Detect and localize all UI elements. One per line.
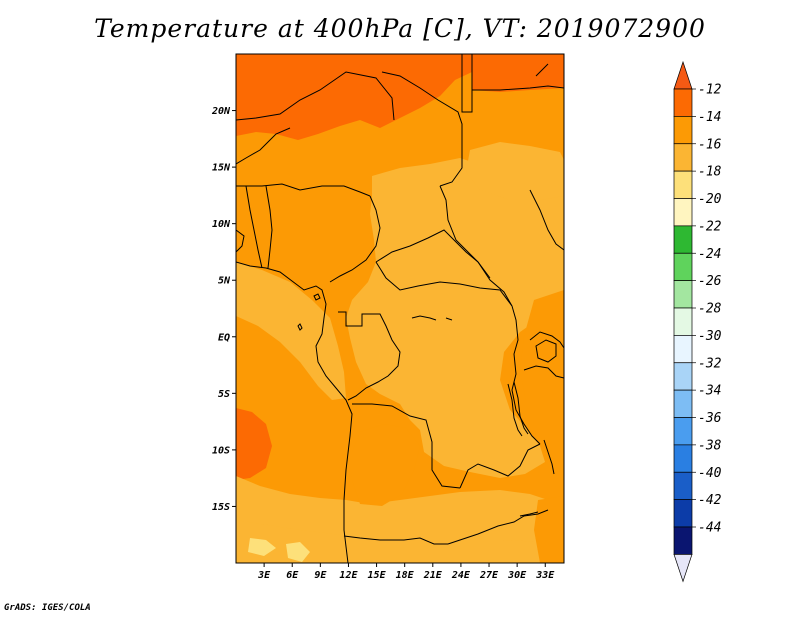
border-car-south bbox=[375, 261, 513, 307]
border-drc-angola bbox=[352, 403, 461, 489]
kariba-feature bbox=[519, 511, 539, 517]
shade-warm-northeast bbox=[472, 54, 564, 92]
lat-tick-label: 15N bbox=[212, 163, 231, 174]
shade-cool-farsouth bbox=[236, 520, 548, 563]
shade-cold-pocket-2 bbox=[286, 542, 310, 562]
lat-tick-label: 10N bbox=[212, 219, 231, 230]
border-car-north bbox=[375, 229, 513, 307]
grads-credit: GrADS: IGES/COLA bbox=[4, 603, 91, 613]
border-niger-chad bbox=[381, 71, 463, 187]
lon-tick-label: 3E bbox=[257, 570, 271, 581]
temperature-shading bbox=[236, 54, 564, 563]
lon-tick-label: 6E bbox=[286, 570, 299, 581]
border-east-3 bbox=[523, 365, 564, 379]
lon-tick-label: 21E bbox=[423, 570, 443, 581]
longitude-axis: 3E 6E 9E 12E 15E 18E 21E 24E 27E 30E 33E bbox=[257, 563, 555, 581]
lat-tick-label: 10S bbox=[212, 445, 230, 456]
shade-cool-northeast bbox=[466, 142, 564, 200]
lat-tick-label: 15S bbox=[212, 502, 230, 513]
border-drc-zambia bbox=[459, 443, 541, 489]
map-frame bbox=[235, 53, 565, 564]
lat-tick-label: 20N bbox=[211, 106, 231, 117]
border-east-2 bbox=[529, 331, 564, 349]
border-nigeria-cameroon bbox=[329, 195, 381, 283]
shade-warm-north bbox=[236, 54, 472, 140]
latitude-axis: 20N 15N 10N 5N EQ 5S 10S 15S bbox=[211, 106, 236, 513]
border-west-1 bbox=[245, 185, 263, 269]
lon-tick-label: 18E bbox=[396, 570, 415, 581]
lake-victoria-outline bbox=[535, 339, 557, 363]
lon-tick-label: 30E bbox=[507, 570, 527, 581]
border-north-west bbox=[236, 127, 291, 165]
border-sahel-south bbox=[236, 183, 371, 197]
island-saotome bbox=[297, 323, 303, 331]
lon-tick-label: 15E bbox=[368, 570, 387, 581]
shade-cool-westcoast bbox=[236, 262, 346, 400]
border-west-2 bbox=[265, 185, 273, 269]
border-east-1 bbox=[529, 189, 564, 251]
country-boundaries bbox=[236, 54, 564, 563]
shade-southeast-patch bbox=[534, 496, 564, 563]
lon-tick-label: 24E bbox=[451, 570, 471, 581]
shade-warm-southwest bbox=[236, 408, 272, 480]
lat-tick-label: 5N bbox=[218, 276, 231, 287]
border-angola-namibia bbox=[343, 535, 448, 545]
border-congo-drc bbox=[338, 311, 401, 401]
lon-tick-label: 33E bbox=[535, 570, 555, 581]
lat-tick-label: 5S bbox=[218, 389, 230, 400]
border-libya-egypt bbox=[461, 54, 473, 113]
redsea-coast bbox=[535, 63, 549, 77]
shade-cold-pocket-1 bbox=[248, 538, 276, 556]
island-bioko bbox=[313, 293, 321, 301]
shade-eastafrica-patch bbox=[520, 290, 564, 470]
congo-river-features bbox=[411, 315, 453, 321]
coastline-westafrica bbox=[236, 261, 353, 563]
border-gulf-states bbox=[236, 229, 245, 253]
border-zambia-south bbox=[447, 509, 549, 545]
border-algeria-niger bbox=[236, 71, 395, 121]
lat-tick-label: EQ bbox=[218, 332, 230, 343]
lon-tick-label: 27E bbox=[479, 570, 499, 581]
lake-malawi-outline bbox=[543, 439, 555, 475]
shade-cool-central bbox=[346, 158, 564, 478]
map-title: Temperature at 400hPa [C], VT: 201907290… bbox=[94, 14, 706, 43]
lon-tick-label: 9E bbox=[314, 570, 327, 581]
shade-angola-patch bbox=[352, 424, 420, 506]
lon-tick-label: 12E bbox=[339, 570, 358, 581]
border-egypt-sudan-coast bbox=[472, 85, 564, 91]
lake-tanganyika-outline bbox=[507, 381, 529, 437]
